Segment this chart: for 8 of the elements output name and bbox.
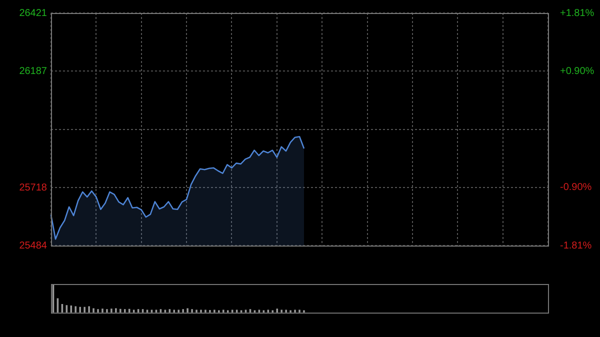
y2-tick-label: -1.81%: [560, 240, 592, 252]
y-tick-label: 25718: [19, 182, 48, 194]
y2-tick-label: +1.81%: [560, 8, 594, 19]
y-tick-label: 26421: [19, 8, 48, 19]
y2-tick-label: -0.90%: [560, 182, 592, 193]
y2-tick-label: +0.90%: [560, 66, 594, 78]
y-tick-label: 25484: [19, 240, 48, 252]
y-tick-label: 26187: [19, 66, 48, 77]
